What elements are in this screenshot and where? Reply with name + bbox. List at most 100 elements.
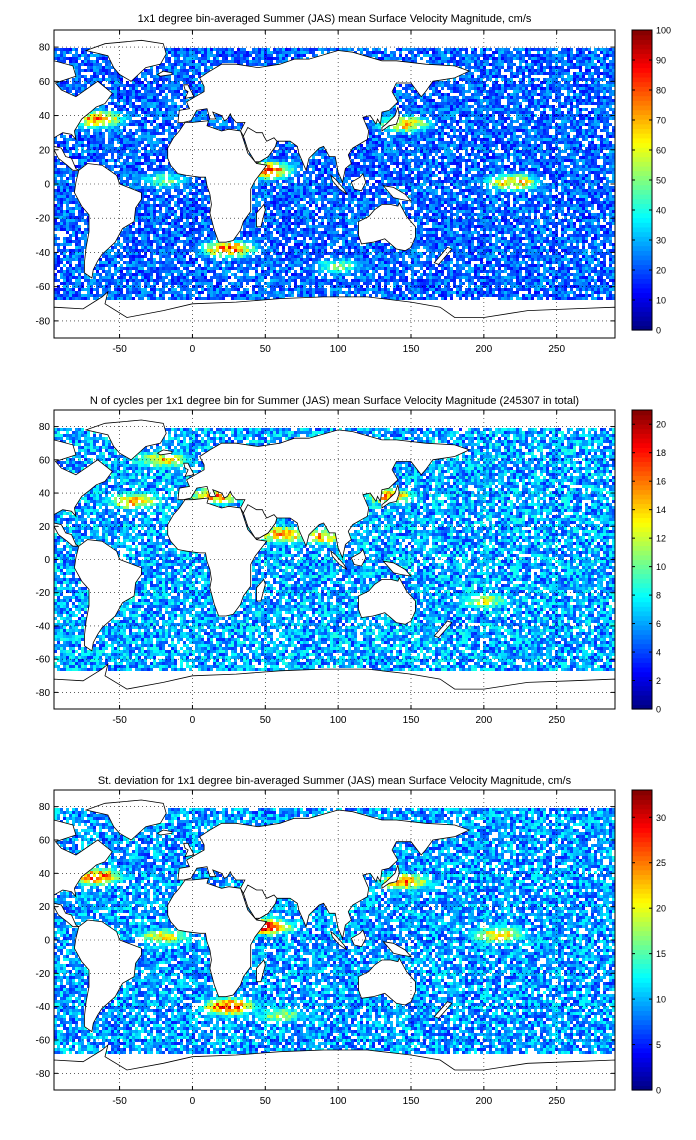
data-cell — [267, 174, 270, 177]
data-cell — [228, 246, 231, 249]
data-cell — [351, 222, 354, 225]
data-cell — [216, 117, 219, 120]
data-cell — [324, 186, 327, 189]
data-cell — [78, 255, 81, 258]
data-cell — [279, 168, 282, 171]
data-cell — [378, 261, 381, 264]
data-cell — [321, 255, 324, 258]
data-cell — [123, 153, 126, 156]
data-cell — [159, 165, 162, 168]
data-cell — [114, 72, 117, 75]
data-cell — [162, 255, 165, 258]
data-cell — [153, 210, 156, 213]
data-cell — [348, 288, 351, 291]
data-cell — [252, 246, 255, 249]
data-cell — [102, 69, 105, 72]
data-cell — [123, 144, 126, 147]
data-cell — [195, 51, 198, 54]
data-cell — [351, 246, 354, 249]
data-cell — [375, 279, 378, 282]
data-cell — [252, 267, 255, 270]
data-cell — [132, 108, 135, 111]
data-cell — [159, 180, 162, 183]
data-cell — [201, 207, 204, 210]
data-cell — [141, 255, 144, 258]
data-cell — [318, 195, 321, 198]
data-cell — [366, 171, 369, 174]
data-cell — [57, 54, 60, 57]
data-cell — [69, 153, 72, 156]
data-cell — [381, 201, 384, 204]
data-cell — [99, 69, 102, 72]
data-cell — [270, 54, 273, 57]
data-cell — [288, 225, 291, 228]
data-cell — [333, 261, 336, 264]
data-cell — [300, 291, 303, 294]
data-cell — [327, 165, 330, 168]
data-cell — [63, 276, 66, 279]
data-cell — [288, 276, 291, 279]
data-cell — [60, 198, 63, 201]
data-cell — [246, 249, 249, 252]
data-cell — [339, 237, 342, 240]
data-cell — [138, 186, 141, 189]
data-cell — [144, 108, 147, 111]
data-cell — [57, 168, 60, 171]
data-cell — [315, 159, 318, 162]
data-cell — [225, 54, 228, 57]
data-cell — [285, 162, 288, 165]
data-cell — [375, 138, 378, 141]
data-cell — [162, 177, 165, 180]
data-cell — [351, 261, 354, 264]
data-cell — [165, 198, 168, 201]
data-cell — [180, 78, 183, 81]
data-cell — [108, 141, 111, 144]
data-cell — [216, 261, 219, 264]
data-cell — [240, 264, 243, 267]
data-cell — [276, 294, 279, 297]
data-cell — [261, 180, 264, 183]
data-cell — [276, 144, 279, 147]
data-cell — [150, 69, 153, 72]
data-cell — [66, 219, 69, 222]
data-cell — [219, 252, 222, 255]
data-cell — [120, 291, 123, 294]
data-cell — [147, 207, 150, 210]
data-cell — [339, 192, 342, 195]
data-cell — [102, 264, 105, 267]
data-cell — [63, 138, 66, 141]
data-cell — [198, 66, 201, 69]
data-cell — [312, 279, 315, 282]
data-cell — [195, 180, 198, 183]
data-cell — [342, 237, 345, 240]
data-cell — [120, 144, 123, 147]
data-cell — [159, 270, 162, 273]
data-cell — [63, 84, 66, 87]
data-cell — [306, 267, 309, 270]
data-cell — [279, 210, 282, 213]
data-cell — [210, 60, 213, 63]
data-cell — [147, 156, 150, 159]
data-cell — [360, 267, 363, 270]
data-cell — [195, 228, 198, 231]
data-cell — [189, 192, 192, 195]
data-cell — [96, 78, 99, 81]
data-cell — [354, 168, 357, 171]
data-cell — [387, 165, 390, 168]
data-cell — [108, 255, 111, 258]
data-cell — [93, 60, 96, 63]
data-cell — [159, 150, 162, 153]
data-cell — [120, 168, 123, 171]
data-cell — [306, 195, 309, 198]
data-cell — [288, 195, 291, 198]
data-cell — [153, 87, 156, 90]
data-cell — [351, 174, 354, 177]
data-cell — [171, 48, 174, 51]
data-cell — [63, 147, 66, 150]
data-cell — [141, 162, 144, 165]
data-cell — [183, 207, 186, 210]
data-cell — [123, 159, 126, 162]
data-cell — [369, 294, 372, 297]
data-cell — [267, 294, 270, 297]
data-cell — [210, 231, 213, 234]
